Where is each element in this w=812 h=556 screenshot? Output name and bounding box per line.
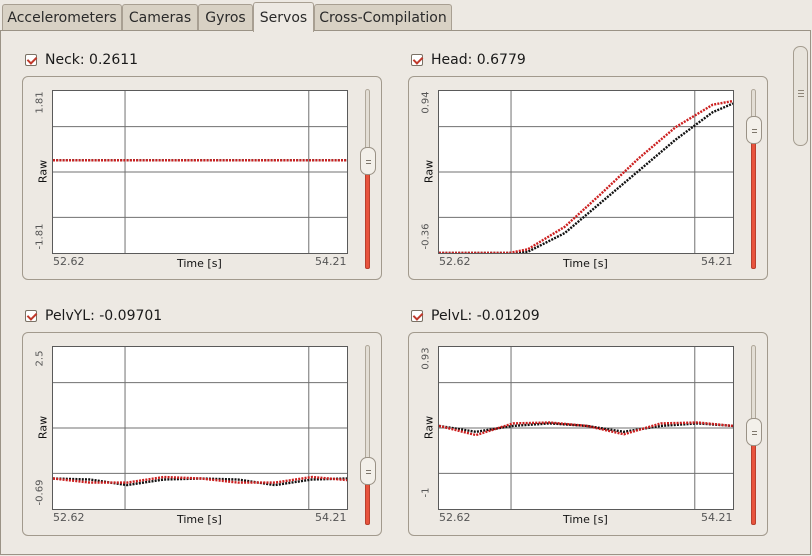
plot-area bbox=[438, 90, 734, 254]
line-chart-neck bbox=[53, 91, 347, 253]
y-max-label: 0.94 bbox=[420, 91, 432, 114]
tab-accelerometers[interactable]: Accelerometers bbox=[2, 4, 122, 30]
tab-servos[interactable]: Servos bbox=[253, 2, 314, 32]
series-line bbox=[439, 99, 733, 253]
panel-header-pelvyl: PelvYL: -0.09701 bbox=[25, 307, 162, 325]
y-min-label: -1 bbox=[420, 487, 432, 498]
y-axis-label: Raw bbox=[422, 415, 436, 440]
plot-area bbox=[52, 346, 348, 510]
panel-title: PelvL: -0.01209 bbox=[431, 308, 540, 324]
panel-title: Head: 0.6779 bbox=[431, 52, 526, 68]
grip-icon bbox=[798, 93, 804, 94]
x-axis-label: Time [s] bbox=[563, 257, 608, 270]
panel-header-neck: Neck: 0.2611 bbox=[25, 51, 138, 69]
x-axis-label: Time [s] bbox=[177, 513, 222, 526]
tab-cross-compilation[interactable]: Cross-Compilation bbox=[314, 4, 452, 30]
series-line bbox=[53, 475, 347, 484]
y-axis-label: Raw bbox=[36, 159, 50, 184]
series-line bbox=[439, 421, 733, 437]
x-max-label: 54.21 bbox=[701, 255, 733, 268]
panel-title: Neck: 0.2611 bbox=[45, 52, 139, 68]
x-min-label: 52.62 bbox=[439, 255, 471, 268]
slider-fill bbox=[751, 130, 756, 269]
line-chart-pelvyl bbox=[53, 347, 347, 509]
x-axis-label: Time [s] bbox=[177, 257, 222, 270]
y-axis-label: Raw bbox=[36, 415, 50, 440]
scrollbar-thumb[interactable] bbox=[793, 46, 808, 146]
x-max-label: 54.21 bbox=[315, 511, 347, 524]
tab-label: Gyros bbox=[205, 9, 246, 26]
y-max-label: 0.93 bbox=[420, 347, 432, 370]
tab-label: Cameras bbox=[128, 9, 192, 26]
tab-label: Servos bbox=[259, 9, 308, 26]
pelvl-checkbox[interactable] bbox=[411, 310, 423, 322]
pelvyl-slider[interactable] bbox=[360, 345, 376, 527]
slider-fill bbox=[365, 160, 370, 269]
slider-handle[interactable] bbox=[360, 146, 376, 175]
x-min-label: 52.62 bbox=[439, 511, 471, 524]
pelvl-slider[interactable] bbox=[746, 345, 762, 527]
tab-bar: Accelerometers Cameras Gyros Servos Cros… bbox=[0, 0, 812, 32]
y-max-label: 2.5 bbox=[34, 350, 46, 367]
y-min-label: -1.81 bbox=[34, 223, 46, 250]
line-chart-head bbox=[439, 91, 733, 253]
y-min-label: -0.36 bbox=[420, 223, 432, 250]
x-min-label: 52.62 bbox=[53, 511, 85, 524]
head-slider[interactable] bbox=[746, 89, 762, 271]
y-axis-label: Raw bbox=[422, 159, 436, 184]
x-min-label: 52.62 bbox=[53, 255, 85, 268]
plot-frame-neck: 1.81 -1.81 Raw 52.62 54.21 Time [s] bbox=[22, 76, 382, 280]
plot-frame-pelvl: 0.93 -1 Raw 52.62 54.21 Time [s] bbox=[408, 332, 768, 536]
x-axis-label: Time [s] bbox=[563, 513, 608, 526]
neck-checkbox[interactable] bbox=[25, 54, 37, 66]
x-max-label: 54.21 bbox=[701, 511, 733, 524]
tab-cameras[interactable]: Cameras bbox=[122, 4, 198, 30]
slider-handle[interactable] bbox=[746, 417, 762, 446]
neck-slider[interactable] bbox=[360, 89, 376, 271]
grip-icon bbox=[798, 96, 804, 97]
y-max-label: 1.81 bbox=[34, 91, 46, 114]
panel-title: PelvYL: -0.09701 bbox=[45, 308, 163, 324]
x-max-label: 54.21 bbox=[315, 255, 347, 268]
tab-gyros[interactable]: Gyros bbox=[198, 4, 253, 30]
plot-frame-head: 0.94 -0.36 Raw 52.62 54.21 Time [s] bbox=[408, 76, 768, 280]
panel-header-pelvl: PelvL: -0.01209 bbox=[411, 307, 540, 325]
plot-area bbox=[52, 90, 348, 254]
plot-frame-pelvyl: 2.5 -0.69 Raw 52.62 54.21 Time [s] bbox=[22, 332, 382, 536]
vertical-scrollbar[interactable] bbox=[791, 44, 809, 552]
slider-handle[interactable] bbox=[746, 116, 762, 145]
grip-icon bbox=[798, 90, 804, 91]
tab-label: Accelerometers bbox=[7, 9, 117, 26]
head-checkbox[interactable] bbox=[411, 54, 423, 66]
slider-handle[interactable] bbox=[360, 457, 376, 486]
series-line bbox=[439, 102, 733, 253]
tab-label: Cross-Compilation bbox=[319, 9, 447, 26]
pelvyl-checkbox[interactable] bbox=[25, 310, 37, 322]
panel-header-head: Head: 0.6779 bbox=[411, 51, 526, 69]
y-min-label: -0.69 bbox=[34, 479, 46, 506]
line-chart-pelvl bbox=[439, 347, 733, 509]
plot-area bbox=[438, 346, 734, 510]
